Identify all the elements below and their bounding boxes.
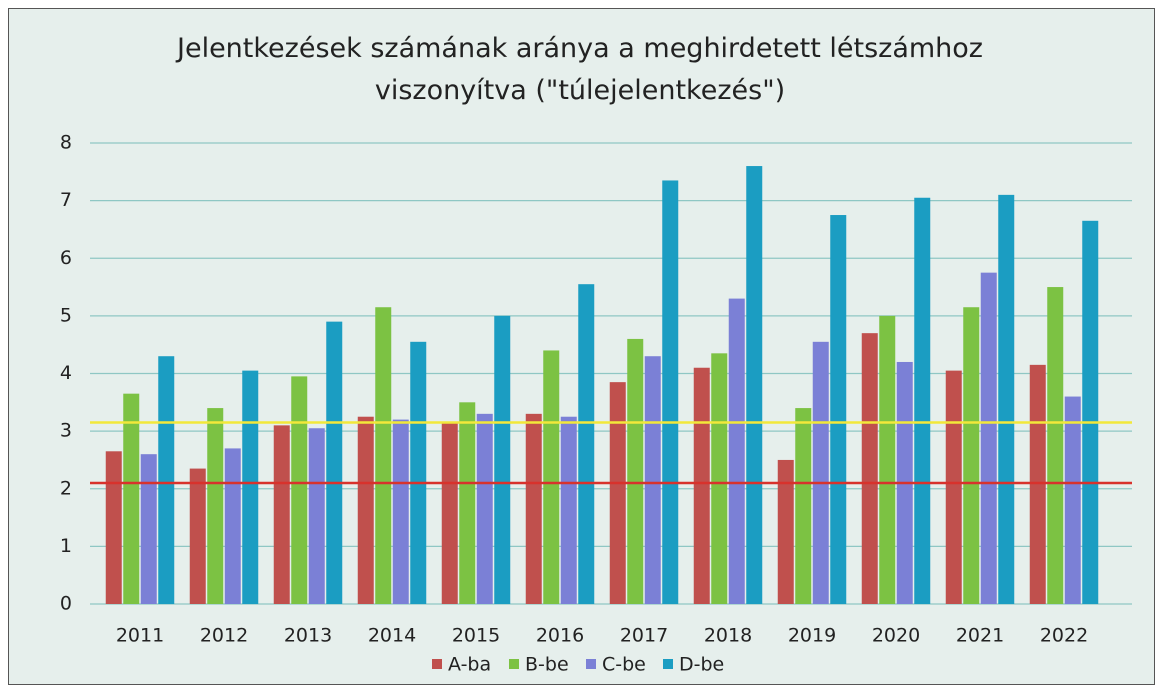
x-tick-label: 2020 — [872, 625, 920, 647]
bar — [123, 394, 139, 604]
bar — [694, 368, 710, 604]
bar — [795, 408, 811, 604]
bar — [207, 408, 223, 604]
y-tick-label: 0 — [60, 593, 72, 615]
y-tick-label: 3 — [60, 420, 72, 442]
bar — [946, 371, 962, 604]
legend-label: C-be — [602, 654, 646, 676]
bar — [998, 195, 1014, 604]
bar — [746, 166, 762, 604]
bar — [358, 417, 374, 604]
chart-title: Jelentkezések számának aránya a meghirde… — [150, 28, 1010, 112]
y-tick-label: 5 — [60, 304, 72, 326]
bar — [914, 198, 930, 604]
bar — [442, 422, 458, 604]
x-tick-label: 2017 — [620, 625, 668, 647]
bar — [526, 414, 542, 604]
bar — [862, 333, 878, 604]
x-tick-label: 2013 — [284, 625, 332, 647]
y-tick-label: 7 — [60, 189, 72, 211]
bar — [813, 342, 829, 604]
bar — [729, 299, 745, 604]
legend-label: A-ba — [448, 654, 491, 676]
y-tick-label: 8 — [60, 132, 72, 154]
y-tick-label: 6 — [60, 247, 72, 269]
bar — [242, 371, 258, 604]
legend-swatch — [663, 659, 673, 669]
bar — [963, 307, 979, 604]
y-tick-label: 1 — [60, 535, 72, 557]
bar — [627, 339, 643, 604]
y-tick-label: 2 — [60, 477, 72, 499]
x-tick-label: 2012 — [200, 625, 248, 647]
bar — [1030, 365, 1046, 604]
bar — [141, 454, 157, 604]
bar — [190, 469, 206, 604]
bar — [494, 316, 510, 604]
x-tick-label: 2022 — [1040, 625, 1088, 647]
x-tick-label: 2018 — [704, 625, 752, 647]
bar — [375, 307, 391, 604]
x-tick-label: 2015 — [452, 625, 500, 647]
bar — [1047, 287, 1063, 604]
x-tick-label: 2011 — [116, 625, 164, 647]
x-tick-label: 2016 — [536, 625, 584, 647]
bar — [543, 350, 559, 604]
legend-swatch — [432, 659, 442, 669]
x-tick-label: 2021 — [956, 625, 1004, 647]
bar — [1065, 397, 1081, 604]
bar — [410, 342, 426, 604]
bar — [981, 273, 997, 604]
bar — [309, 428, 325, 604]
legend-label: D-be — [679, 654, 724, 676]
bar — [778, 460, 794, 604]
legend-swatch — [586, 659, 596, 669]
bar — [225, 448, 241, 604]
bar — [1082, 221, 1098, 604]
bar — [326, 322, 342, 604]
bar — [645, 356, 661, 604]
bar — [106, 451, 122, 604]
bar — [459, 402, 475, 604]
bar — [830, 215, 846, 604]
bar — [578, 284, 594, 604]
bar — [274, 425, 290, 604]
page: 0 1 2 3 4 5 6 7 8 2011 2012 2013 2014 2015 2016 2017 201… — [0, 0, 1163, 693]
bar — [393, 420, 409, 604]
bar — [158, 356, 174, 604]
x-tick-label: 2019 — [788, 625, 836, 647]
bar — [477, 414, 493, 604]
bar — [879, 316, 895, 604]
legend-label: B-be — [525, 654, 569, 676]
x-tick-label: 2014 — [368, 625, 416, 647]
y-tick-label: 4 — [60, 362, 72, 384]
legend-swatch — [509, 659, 519, 669]
bar — [561, 417, 577, 604]
bar — [662, 180, 678, 604]
bar — [291, 376, 307, 604]
bar — [711, 353, 727, 604]
bar — [610, 382, 626, 604]
